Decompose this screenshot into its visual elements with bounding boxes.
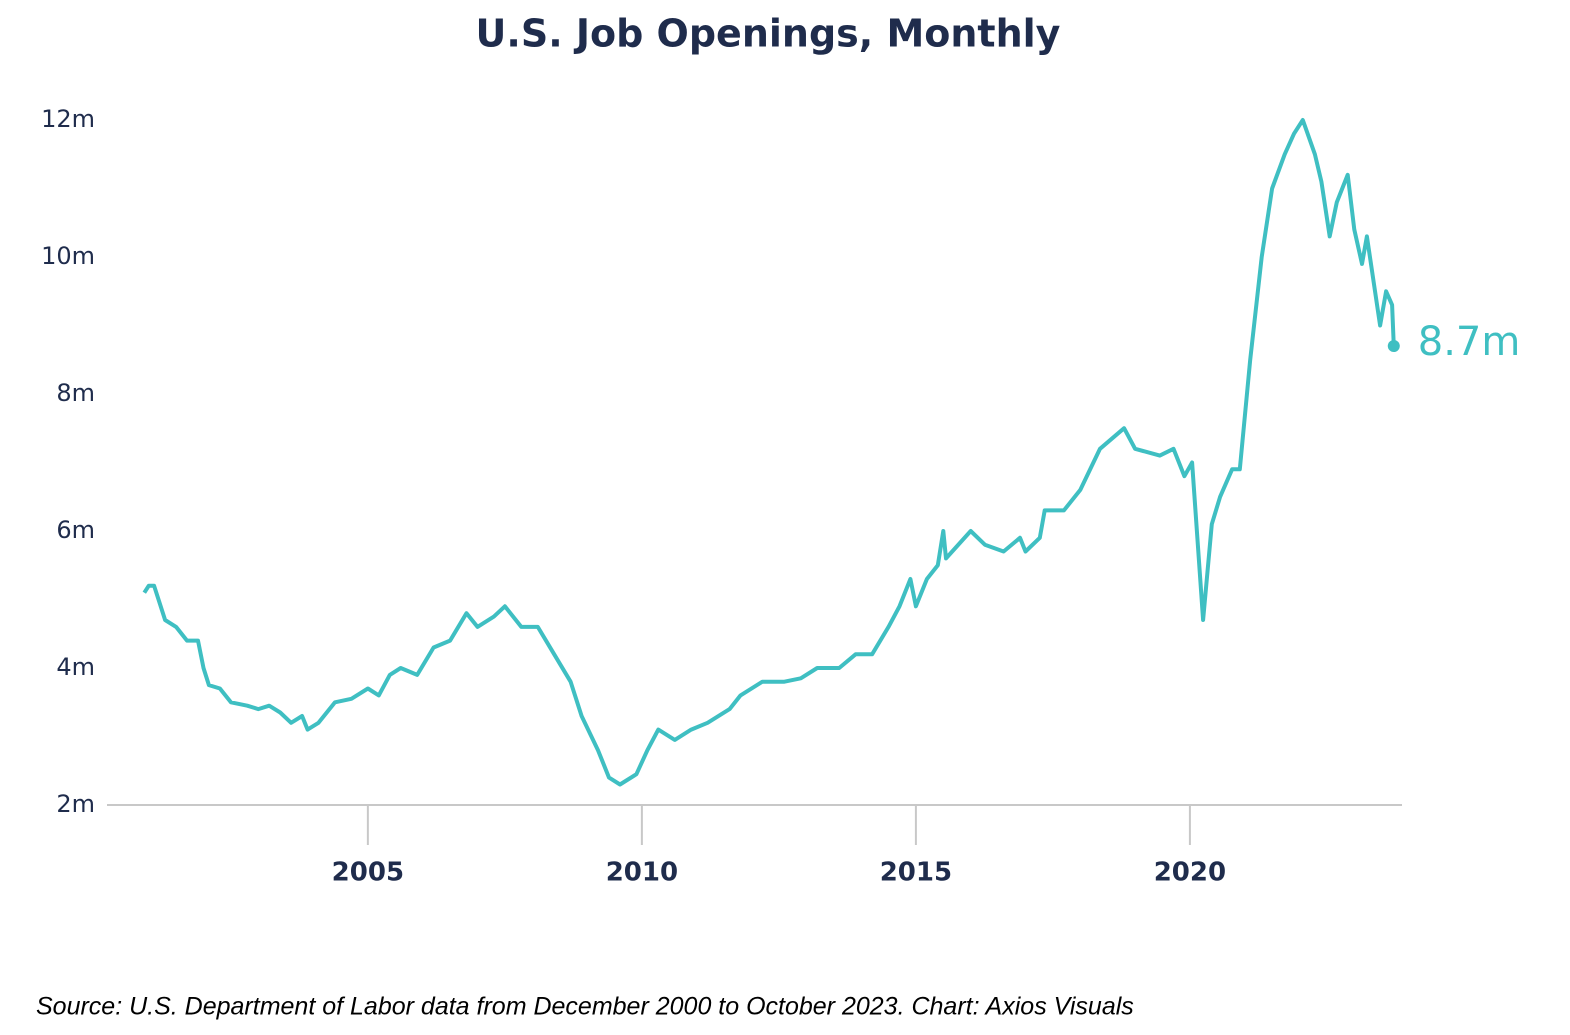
x-tick-label: 2005 [332,858,404,888]
x-tick-label: 2020 [1154,858,1226,888]
y-tick-label: 6m [56,516,95,544]
x-tick-label: 2010 [606,858,678,888]
data-line [142,118,1396,787]
data-label: 8.7m [1418,319,1521,365]
end-point [1387,340,1400,353]
y-tick-label: 8m [56,379,95,407]
y-tick-label: 2m [56,790,95,818]
chart-title: U.S. Job Openings, Monthly [476,12,1061,56]
y-tick-label: 12m [41,105,95,133]
y-tick-label: 4m [56,653,95,681]
y-tick-label: 10m [41,242,95,270]
source-note: Source: U.S. Department of Labor data fr… [36,993,1134,1021]
x-tick-label: 2015 [880,858,952,888]
